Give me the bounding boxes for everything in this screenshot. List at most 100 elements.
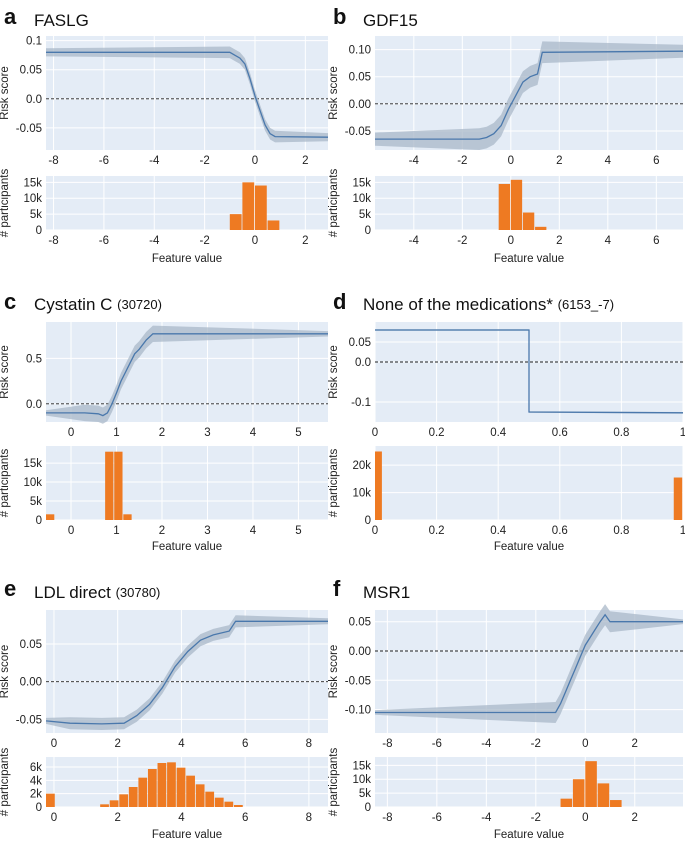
x-tick-label: 2 [302, 235, 308, 247]
y-tick-label: 5k [359, 788, 371, 800]
panel-title: FASLG [34, 11, 89, 30]
histogram-bar [214, 797, 224, 807]
x-tick-label: 0.6 [552, 525, 568, 537]
x-axis-label: Feature value [152, 253, 222, 265]
x-tick-label: 0 [508, 235, 514, 247]
histogram-bar [229, 214, 242, 230]
x-tick-label: 1 [113, 427, 119, 439]
y-axis-label: Risk score [0, 645, 11, 699]
histogram-bar [147, 769, 157, 807]
x-tick-label: -2 [457, 235, 467, 247]
histogram-plot-area [375, 446, 683, 520]
histogram-bar [109, 800, 119, 807]
y-tick-label: 10k [352, 774, 371, 786]
x-tick-label: 4 [605, 155, 612, 167]
panel-letter: b [333, 4, 346, 29]
x-tick-label: 1 [680, 427, 685, 439]
x-tick-label: 0 [252, 235, 258, 247]
y-tick-label: 0.1 [26, 36, 42, 48]
x-tick-label: 8 [306, 738, 312, 750]
risk-score-line [375, 329, 684, 414]
histogram-y-axis-label: # participants [0, 449, 11, 518]
x-tick-label: 0 [582, 812, 588, 824]
x-tick-label: -4 [149, 155, 160, 167]
chart-panel-c: c Cystatin C (30720) 0 1 2 3 4 5 0.0 0.5 Risk scor… [0, 289, 328, 553]
risk-uncertainty-band [46, 615, 328, 730]
panel-title: MSR1 [363, 583, 410, 602]
panel-title: Cystatin C (30720) [34, 295, 162, 314]
panel-letter: d [333, 289, 346, 314]
risk-score-line [46, 333, 328, 417]
risk-score-line [375, 613, 683, 714]
panel-title-code: (30780) [116, 585, 161, 600]
panel-title: None of the medications* (6153_-7) [363, 295, 614, 314]
x-tick-label: 2 [159, 427, 165, 439]
histogram-y-axis-label: # participants [328, 449, 340, 518]
x-tick-label: 3 [204, 427, 210, 439]
x-axis-label: Feature value [494, 253, 564, 265]
histogram-bar [224, 801, 234, 807]
panel-title-name: None of the medications* [363, 295, 558, 314]
x-tick-label: 0.4 [490, 427, 507, 439]
x-tick-label: 1 [113, 525, 119, 537]
x-axis-label: Feature value [152, 829, 222, 841]
y-axis-label: Risk score [328, 66, 340, 120]
x-tick-label: 0 [508, 155, 514, 167]
histogram-y-axis-label: # participants [328, 748, 340, 817]
histogram-bar [205, 791, 215, 807]
histogram-bar [138, 777, 148, 807]
chart-panel-a: a FASLG -8 -6 -4 -2 0 2 -0.05 0.0 0.05 0.1 Risk sco… [0, 4, 329, 265]
histogram-bar [123, 514, 132, 520]
x-tick-label: -2 [531, 812, 541, 824]
y-tick-label: 0.05 [20, 65, 42, 77]
y-axis-label: Risk score [0, 66, 11, 120]
y-tick-label: 0.10 [349, 45, 371, 57]
y-tick-label: 10k [352, 488, 371, 500]
histogram-bar [522, 212, 535, 230]
y-tick-label: 10k [352, 193, 371, 205]
x-tick-label: 0 [582, 738, 588, 750]
y-tick-label: 6k [30, 762, 42, 774]
x-tick-label: 5 [295, 525, 301, 537]
x-tick-label: 4 [178, 738, 185, 750]
x-tick-label: 0 [51, 738, 57, 750]
x-tick-label: 0 [372, 525, 378, 537]
x-tick-label: 0.6 [552, 427, 568, 439]
x-tick-label: 6 [242, 812, 248, 824]
x-tick-label: -2 [200, 155, 210, 167]
x-tick-label: 0 [372, 427, 378, 439]
x-tick-label: -6 [99, 235, 109, 247]
x-tick-label: -2 [200, 235, 210, 247]
histogram-y-axis-label: # participants [0, 169, 11, 238]
x-tick-label: 2 [632, 812, 638, 824]
x-tick-label: -8 [48, 155, 58, 167]
y-axis-label: Risk score [328, 345, 340, 399]
x-tick-label: 0.8 [613, 525, 629, 537]
x-tick-label: 1 [680, 525, 685, 537]
histogram-bar [498, 183, 511, 230]
y-tick-label: 10k [23, 193, 42, 205]
histogram-bar [114, 451, 123, 520]
histogram-plot-area [46, 446, 328, 520]
risk-score-line [375, 50, 684, 140]
x-tick-label: -4 [409, 155, 420, 167]
x-tick-label: -2 [457, 155, 467, 167]
histogram-plot-area [46, 176, 328, 230]
y-tick-label: 0.00 [20, 677, 42, 689]
y-tick-label: -0.10 [345, 705, 371, 717]
histogram-bar [585, 761, 597, 807]
x-tick-label: -4 [481, 812, 492, 824]
y-tick-label: 0 [36, 802, 42, 814]
y-tick-label: -0.1 [351, 397, 371, 409]
histogram-bar [157, 763, 167, 807]
x-axis-label: Feature value [494, 829, 564, 841]
risk-uncertainty-band [375, 604, 683, 723]
y-tick-label: 5k [30, 209, 42, 221]
panel-title-code: (6153_-7) [558, 297, 614, 312]
y-tick-label: 0 [36, 225, 42, 237]
y-tick-label: 15k [23, 177, 42, 189]
panel-title-code: (30720) [117, 297, 162, 312]
histogram-bar [673, 477, 683, 520]
x-tick-label: -8 [382, 738, 392, 750]
y-tick-label: 0.05 [349, 72, 371, 84]
